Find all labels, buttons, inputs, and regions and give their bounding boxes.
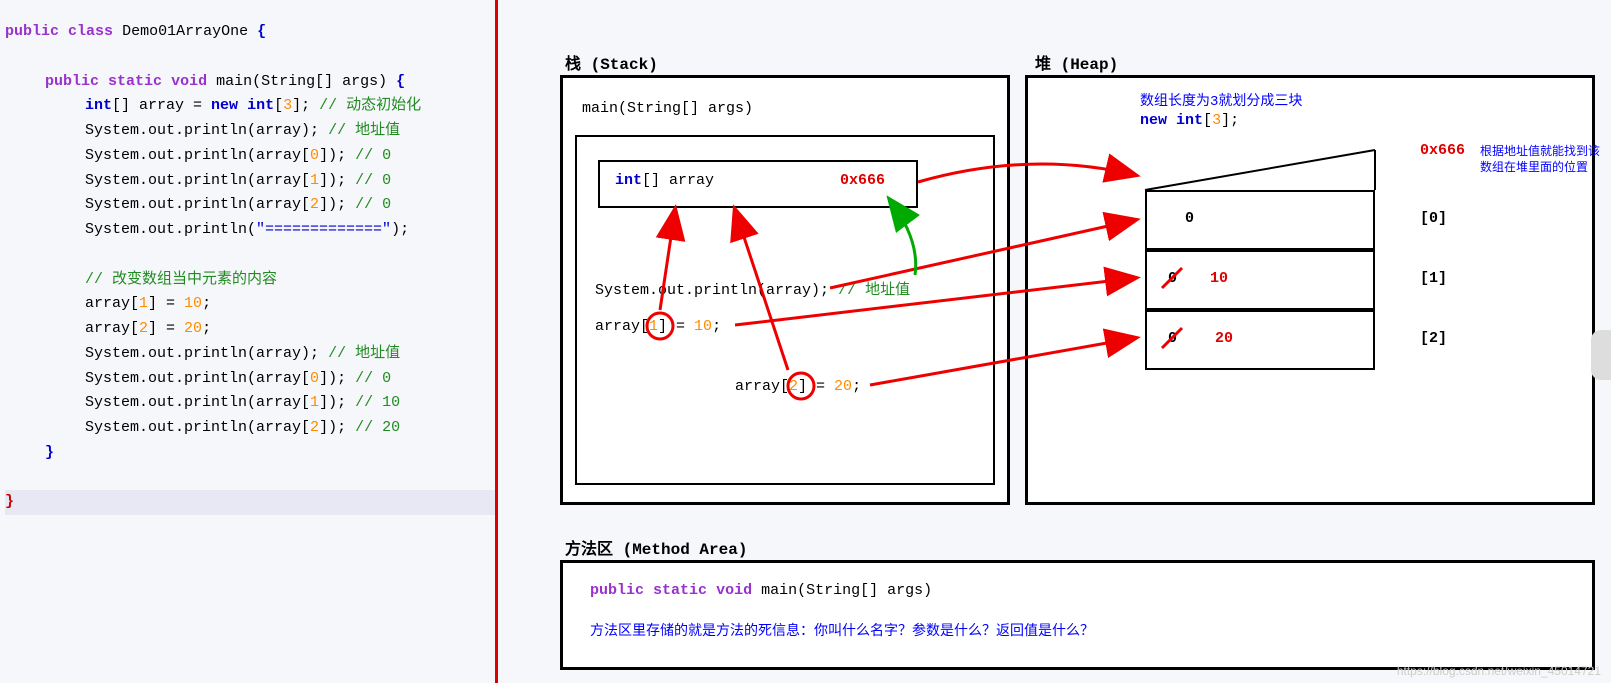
cell0-idx: [0] (1420, 210, 1447, 227)
sout-line: System.out.println(array); // 地址值 (595, 278, 910, 299)
cell2-new: 20 (1215, 330, 1233, 347)
stack-addr: 0x666 (840, 172, 885, 189)
cell2-old: 0 (1168, 330, 1177, 347)
code-panel: public class Demo01ArrayOne { public sta… (5, 20, 495, 515)
stack-label: 栈 (Stack) (565, 50, 658, 74)
code-line: int[] array = new int[3]; // 动态初始化 (5, 94, 495, 119)
heap-addr: 0x666 (1420, 142, 1465, 159)
code-line: array[1] = 10; (5, 292, 495, 317)
intarr-text: int[] array (615, 172, 714, 189)
addr-note2: 数组在堆里面的位置 (1480, 158, 1588, 175)
method-box (560, 560, 1595, 670)
code-line: System.out.println(array); // 地址值 (5, 342, 495, 367)
cell1-old: 0 (1168, 270, 1177, 287)
method-sig: public static void main(String[] args) (590, 582, 932, 599)
vertical-divider (495, 0, 498, 683)
heap-new: new int[3]; (1140, 112, 1239, 129)
heap-label: 堆 (Heap) (1035, 50, 1118, 74)
code-line: System.out.println(array[1]); // 10 (5, 391, 495, 416)
method-note: 方法区里存储的就是方法的死信息：你叫什么名字？参数是什么？返回值是什么？ (590, 620, 1094, 640)
watermark: https://blog.csdn.net/weixin_45014721 (1397, 664, 1601, 678)
cell1-idx: [1] (1420, 270, 1447, 287)
code-line: System.out.println(array[1]); // 0 (5, 169, 495, 194)
scroll-tab[interactable] (1591, 330, 1611, 380)
code-line: System.out.println(array); // 地址值 (5, 119, 495, 144)
cell1-new: 10 (1210, 270, 1228, 287)
code-line: System.out.println(array[0]); // 0 (5, 144, 495, 169)
code-line: array[2] = 20; (5, 317, 495, 342)
code-line: } (5, 441, 495, 466)
code-line-highlight: } (5, 490, 495, 515)
code-line: System.out.println(array[2]); // 20 (5, 416, 495, 441)
method-label: 方法区 (Method Area) (565, 535, 747, 559)
heap-cell-2 (1145, 310, 1375, 370)
code-line: System.out.println(array[0]); // 0 (5, 367, 495, 392)
code-line: // 改变数组当中元素的内容 (5, 268, 495, 293)
code-line: public static void main(String[] args) { (5, 70, 495, 95)
code-line: System.out.println(array[2]); // 0 (5, 193, 495, 218)
heap-cell-0 (1145, 190, 1375, 250)
code-line: public class Demo01ArrayOne { (5, 20, 495, 45)
memory-diagram: 栈 (Stack) 堆 (Heap) main(String[] args) i… (520, 20, 1600, 670)
main-sig: main(String[] args) (582, 100, 753, 117)
heap-cell-1 (1145, 250, 1375, 310)
cell2-idx: [2] (1420, 330, 1447, 347)
assign2-line: array[2] = 20; (735, 378, 861, 395)
cell0-val: 0 (1185, 210, 1194, 227)
code-line: System.out.println("============="); (5, 218, 495, 243)
assign1-line: array[1] = 10; (595, 318, 721, 335)
addr-note1: 根据地址值就能找到该 (1480, 142, 1600, 159)
heap-note1: 数组长度为3就划分成三块 (1140, 90, 1302, 110)
